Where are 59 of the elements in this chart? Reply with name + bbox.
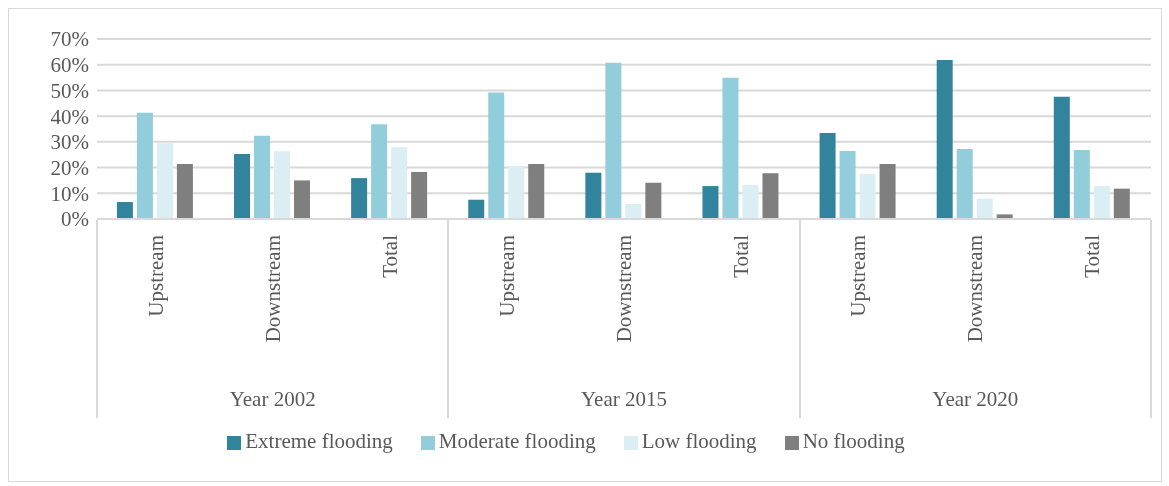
bar [468,199,485,219]
text: Year 2015 [580,387,668,412]
legend-label: Moderate flooding [438,429,596,453]
bar [1113,188,1130,219]
bar [702,186,719,219]
x-tick-label: Upstream [846,235,871,317]
bar [176,163,193,219]
bar [839,151,856,219]
bar [1093,186,1110,219]
bar [859,174,876,219]
bar [508,166,525,219]
bar [605,62,622,219]
bar [234,153,251,219]
x-tick-label: Downstream [963,235,988,343]
x-tick-label: Total [1080,234,1105,278]
bar [976,198,993,219]
text: Year 2020 [931,387,1020,412]
bar [1073,150,1090,219]
bar [254,135,271,219]
bar [274,151,291,219]
bar [722,77,739,219]
bar [371,124,388,219]
bar [625,204,642,219]
legend-label: Extreme flooding [245,429,393,453]
bar [585,172,602,219]
text: Year 2002 [228,387,317,412]
bar [156,143,173,219]
bar [391,147,408,219]
y-tick-label: 30% [50,130,89,155]
bar [351,178,368,219]
bar [116,202,133,219]
bar [742,184,759,219]
bar [879,163,896,219]
bar [136,112,153,219]
bar [528,163,545,219]
y-tick-label: 40% [50,104,89,129]
legend-label: Low flooding [641,429,757,453]
x-tick-label: Total [377,234,402,278]
y-tick-label: 70% [50,27,89,52]
bar [819,133,836,219]
bar [411,171,428,219]
bar [762,173,779,219]
legend-label: No flooding [802,429,905,453]
y-tick-label: 20% [50,156,89,181]
bar [956,149,973,219]
x-tick-label: Downstream [260,235,285,343]
x-tick-label: Upstream [494,235,519,317]
y-tick-label: 10% [50,181,89,206]
x-tick-label: Upstream [143,235,168,317]
bar [645,182,662,219]
bar [936,60,953,219]
x-tick-label: Total [729,234,754,278]
x-tick-label: Downstream [612,235,636,343]
y-tick-label: 50% [50,78,89,103]
bar [488,92,505,219]
y-tick-label: 60% [50,53,89,78]
bar [1053,96,1070,219]
bar [294,180,311,219]
y-tick-label: 0% [61,207,89,232]
